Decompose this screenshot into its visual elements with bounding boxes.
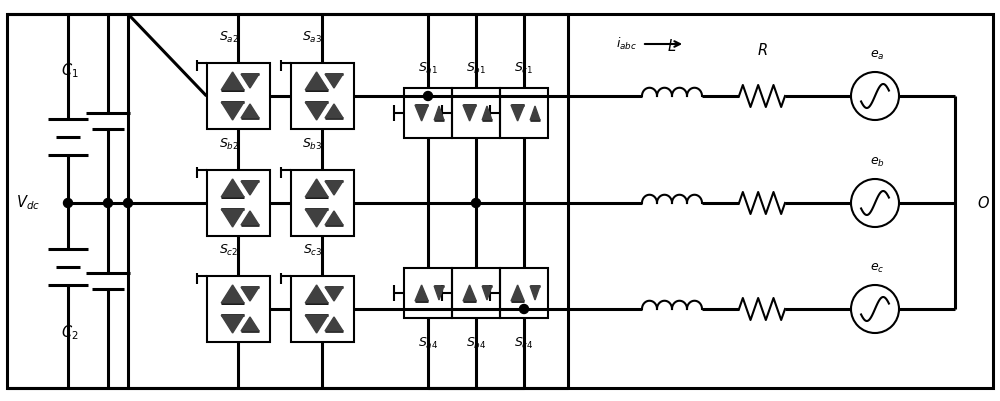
Text: $C_1$: $C_1$ xyxy=(61,62,79,80)
Bar xyxy=(207,170,270,236)
Polygon shape xyxy=(325,181,343,195)
Bar xyxy=(452,267,500,318)
Polygon shape xyxy=(463,285,476,301)
Polygon shape xyxy=(221,179,244,197)
Text: $S_{c2}$: $S_{c2}$ xyxy=(219,243,238,258)
Bar xyxy=(452,88,500,138)
Text: $S_{b2}$: $S_{b2}$ xyxy=(219,137,239,152)
Text: $L$: $L$ xyxy=(667,38,677,54)
Text: $S_{c3}$: $S_{c3}$ xyxy=(303,243,322,258)
Polygon shape xyxy=(511,285,524,301)
Bar xyxy=(404,267,452,318)
Circle shape xyxy=(424,91,432,101)
Polygon shape xyxy=(305,285,328,303)
Text: $S_{c4}$: $S_{c4}$ xyxy=(514,336,534,351)
Polygon shape xyxy=(511,105,524,121)
Polygon shape xyxy=(434,106,444,120)
Polygon shape xyxy=(305,72,328,90)
Text: $S_{a3}$: $S_{a3}$ xyxy=(302,30,323,45)
Polygon shape xyxy=(325,104,343,118)
Polygon shape xyxy=(415,105,428,121)
Polygon shape xyxy=(325,287,343,301)
Text: $e_a$: $e_a$ xyxy=(870,49,884,62)
Polygon shape xyxy=(434,286,444,300)
Bar xyxy=(290,63,354,129)
Polygon shape xyxy=(241,74,259,88)
Bar xyxy=(500,88,548,138)
Polygon shape xyxy=(325,317,343,331)
Bar xyxy=(404,88,452,138)
Polygon shape xyxy=(415,285,428,301)
Text: $S_{c1}$: $S_{c1}$ xyxy=(514,61,534,76)
Bar xyxy=(207,276,270,342)
Polygon shape xyxy=(221,285,244,303)
Polygon shape xyxy=(221,209,244,227)
Polygon shape xyxy=(305,315,328,333)
Text: $S_{b4}$: $S_{b4}$ xyxy=(466,336,486,351)
Polygon shape xyxy=(241,104,259,118)
Text: $i_{abc}$: $i_{abc}$ xyxy=(616,36,637,52)
Bar xyxy=(207,63,270,129)
Polygon shape xyxy=(463,105,476,121)
Polygon shape xyxy=(305,102,328,120)
Polygon shape xyxy=(221,72,244,90)
Text: $S_{a1}$: $S_{a1}$ xyxy=(418,61,438,76)
Text: $S_{b3}$: $S_{b3}$ xyxy=(302,137,323,152)
Circle shape xyxy=(520,304,528,314)
Circle shape xyxy=(104,198,112,207)
Text: $V_{dc}$: $V_{dc}$ xyxy=(16,194,40,213)
Text: $O$: $O$ xyxy=(977,195,990,211)
Text: $R$: $R$ xyxy=(757,42,767,58)
Polygon shape xyxy=(482,286,492,300)
Polygon shape xyxy=(241,317,259,331)
Polygon shape xyxy=(530,106,540,120)
Text: $S_{a4}$: $S_{a4}$ xyxy=(418,336,438,351)
Polygon shape xyxy=(305,179,328,197)
Text: $S_{b1}$: $S_{b1}$ xyxy=(466,61,486,76)
Polygon shape xyxy=(530,286,540,300)
Polygon shape xyxy=(241,287,259,301)
Polygon shape xyxy=(482,106,492,120)
Bar xyxy=(290,170,354,236)
Circle shape xyxy=(124,198,132,207)
Text: $e_b$: $e_b$ xyxy=(870,156,884,169)
Polygon shape xyxy=(241,211,259,225)
Polygon shape xyxy=(305,209,328,227)
Polygon shape xyxy=(325,211,343,225)
Circle shape xyxy=(472,198,480,207)
Text: $S_{a2}$: $S_{a2}$ xyxy=(219,30,239,45)
Text: $C_2$: $C_2$ xyxy=(61,324,79,342)
Circle shape xyxy=(64,198,72,207)
Polygon shape xyxy=(325,74,343,88)
Bar xyxy=(500,267,548,318)
Polygon shape xyxy=(241,181,259,195)
Polygon shape xyxy=(221,102,244,120)
Text: $e_c$: $e_c$ xyxy=(870,262,884,275)
Polygon shape xyxy=(221,315,244,333)
Bar xyxy=(290,276,354,342)
